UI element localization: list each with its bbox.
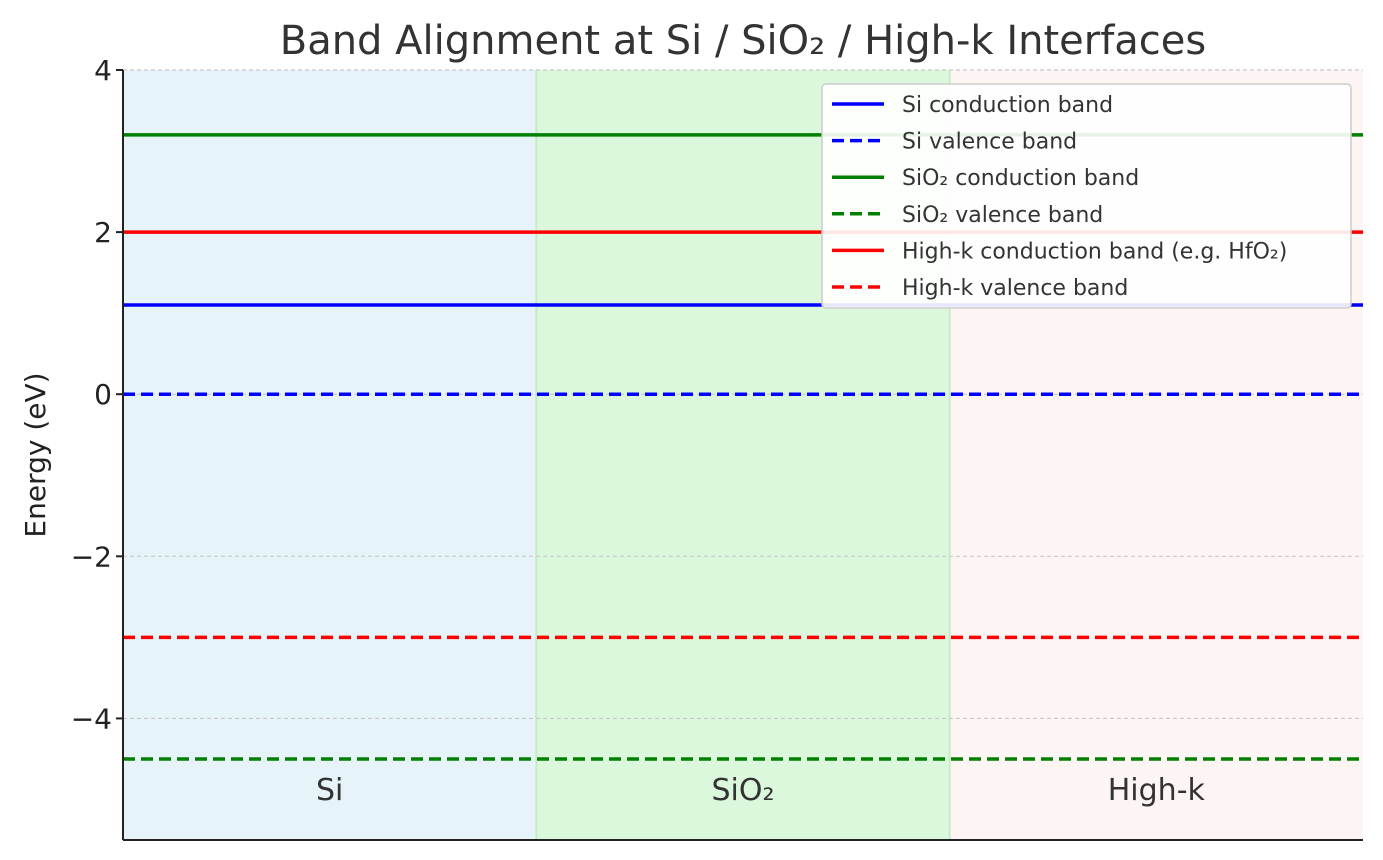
y-axis-label: Energy (eV) [19,372,52,537]
region-label-0: Si [316,773,343,808]
legend-label-1: Si valence band [902,130,1077,155]
region-0 [123,70,536,840]
legend-label-0: Si conduction band [902,93,1113,118]
y-tick-label-4: 4 [94,54,112,87]
legend-label-4: High-k conduction band (e.g. HfO₂) [902,239,1287,264]
legend-label-3: SiO₂ valence band [902,203,1103,228]
legend: Si conduction band Si valence band SiO₂ co… [822,84,1351,308]
y-tick-label-1: −2 [71,540,112,573]
y-tick-label-3: 2 [94,216,112,249]
legend-label-5: High-k valence band [902,276,1128,301]
region-label-2: High-k [1108,773,1206,808]
legend-label-2: SiO₂ conduction band [902,166,1139,191]
region-label-1: SiO₂ [711,773,774,808]
y-tick-label-2: 0 [94,378,112,411]
ticks-layer: −4 −2 0 2 4 [71,54,123,735]
y-tick-label-0: −4 [71,702,112,735]
chart-title: Band Alignment at Si / SiO₂ / High-k Int… [280,18,1206,64]
